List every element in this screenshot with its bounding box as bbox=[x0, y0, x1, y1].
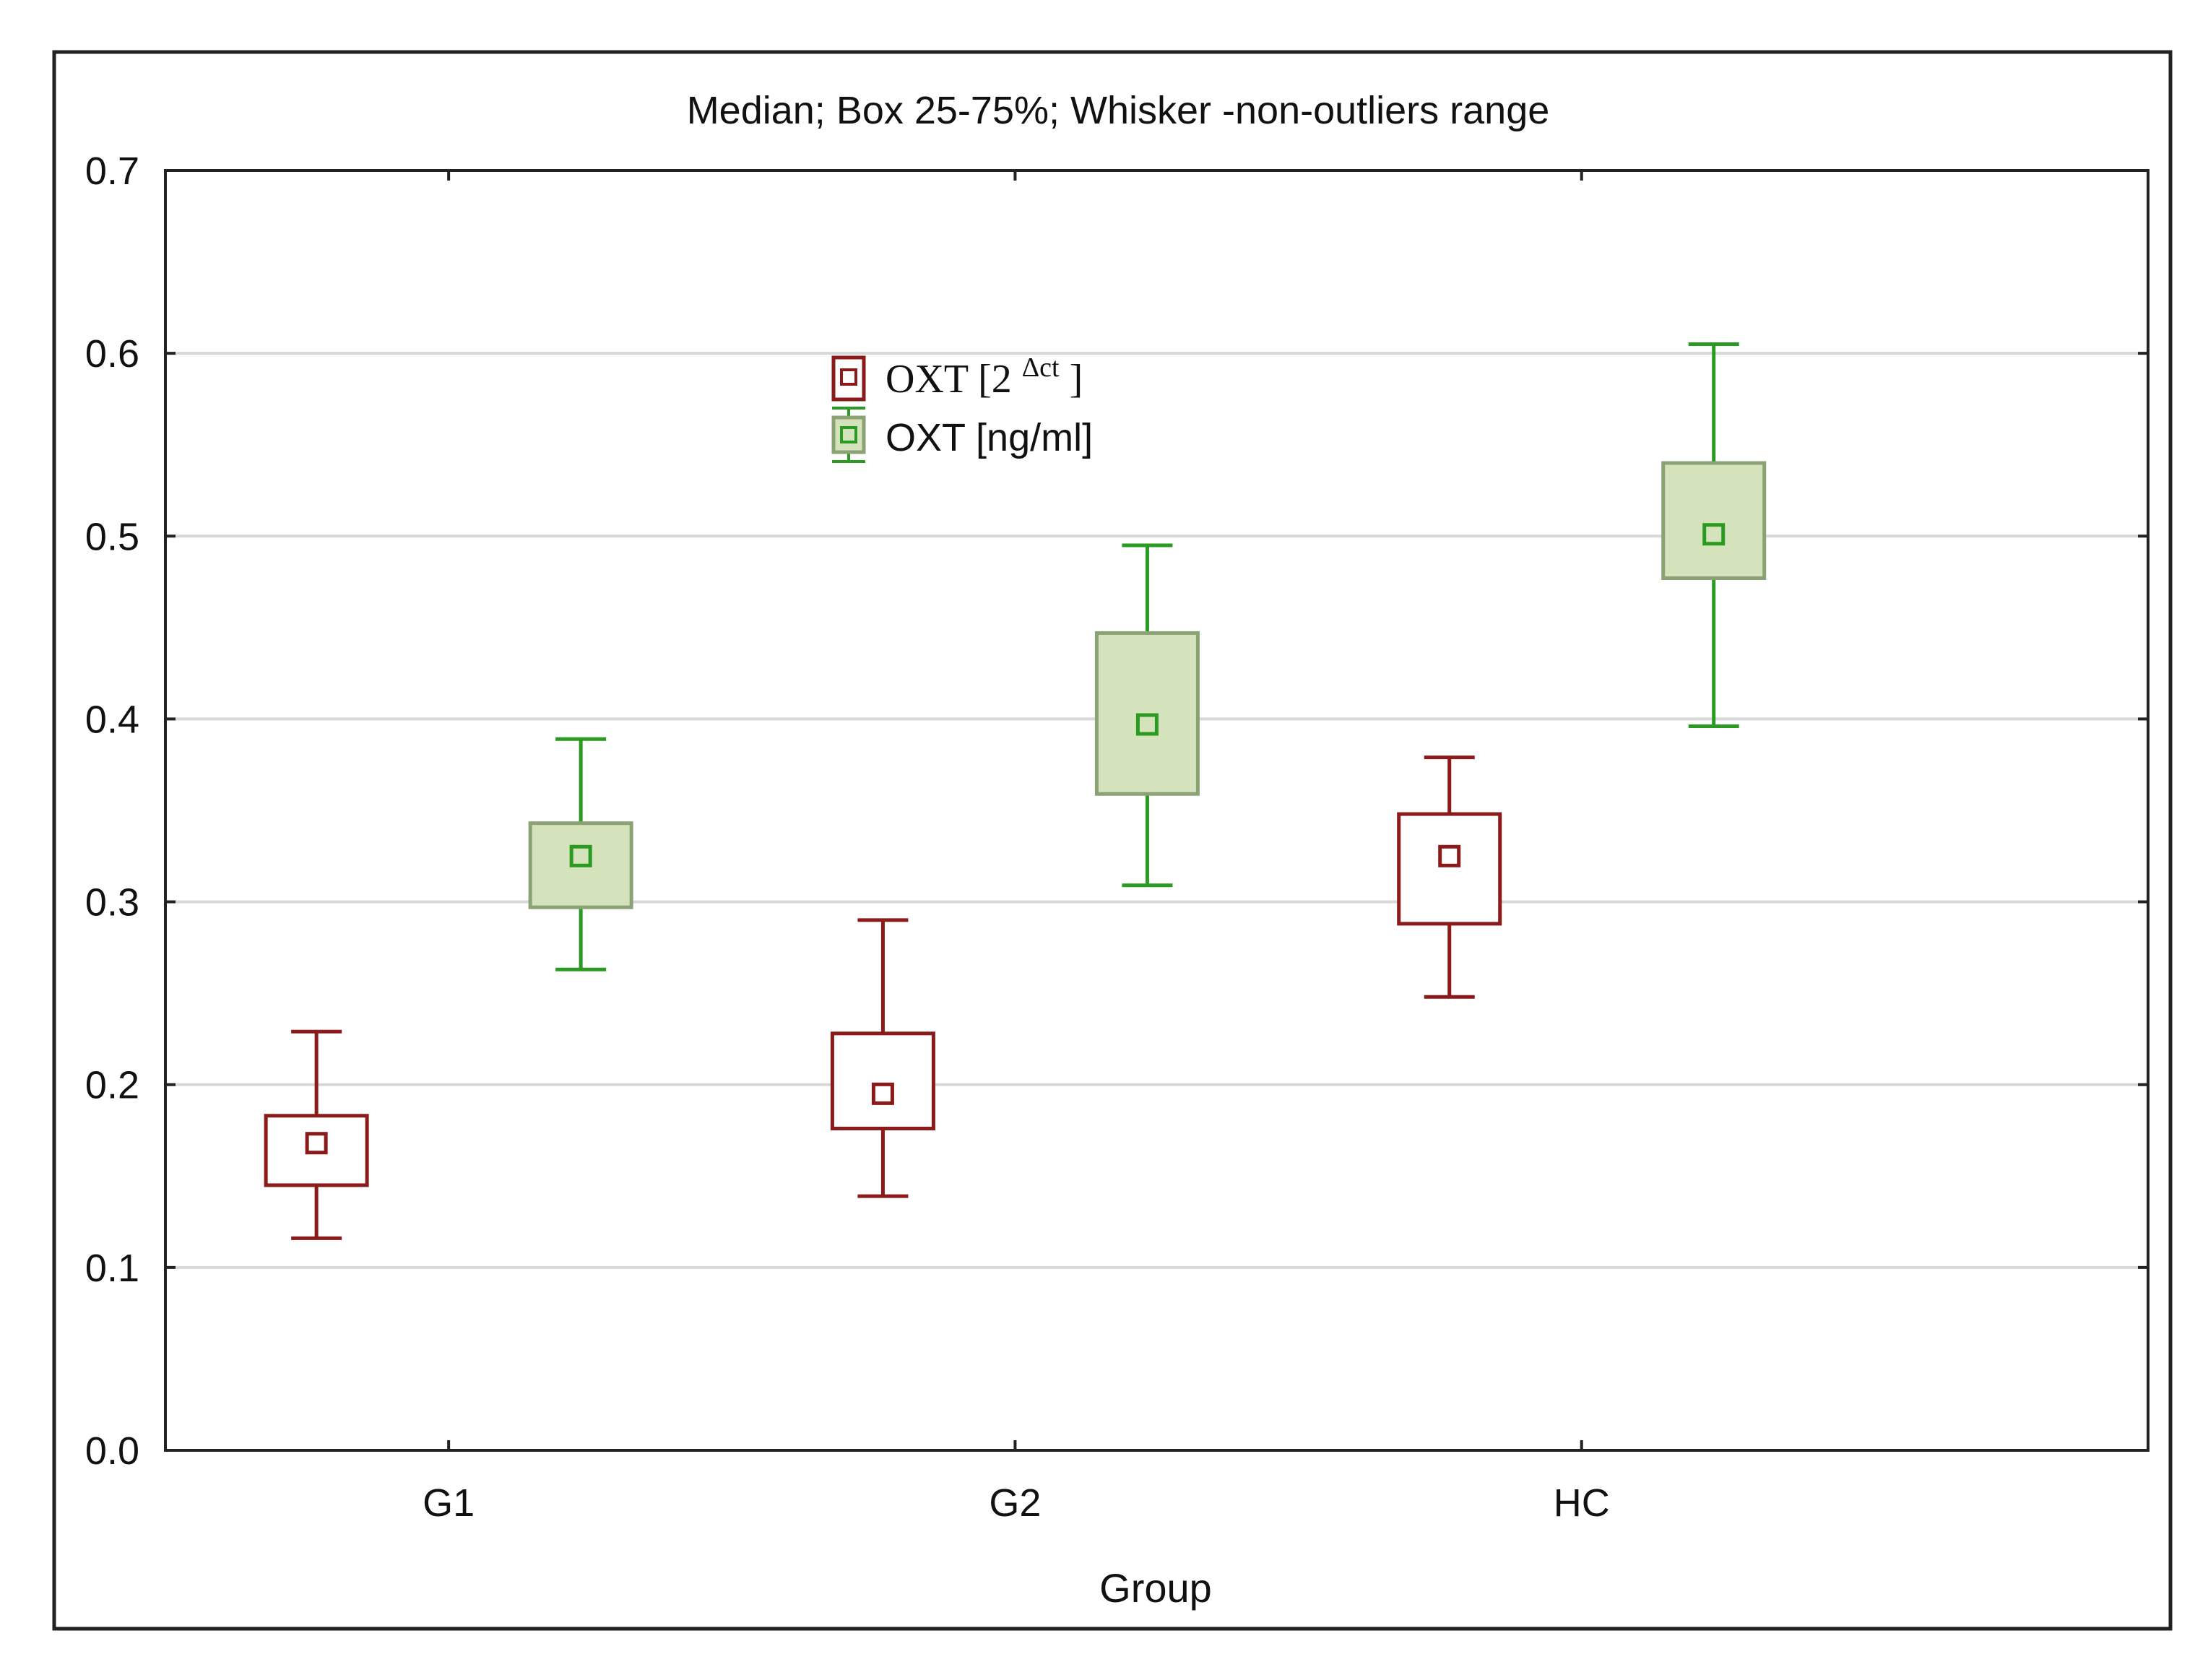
box-1-G2-median-marker bbox=[1135, 713, 1159, 736]
y-tick-label: 0.0 bbox=[85, 1429, 139, 1473]
box-0-G2-median-marker bbox=[871, 1082, 894, 1105]
x-tick-label: G1 bbox=[423, 1481, 475, 1525]
series-1 bbox=[528, 342, 1767, 971]
y-tick-label: 0.1 bbox=[85, 1247, 139, 1290]
axis-ticks: 0.0 0.1 0.2 0.3 0.4 0.5 0.6 0.7 G1 G2 HC bbox=[85, 150, 2148, 1525]
y-tick-label: 0.3 bbox=[85, 881, 139, 925]
legend-label-oxt-2dct-end: ] bbox=[1070, 357, 1083, 402]
box-0-G2-iqr-box bbox=[830, 1031, 935, 1130]
plot-area-border bbox=[164, 169, 2149, 1452]
legend-swatch-oxt-2dct bbox=[831, 355, 866, 402]
box-0-HC-iqr-box bbox=[1397, 812, 1502, 926]
x-tick-label: G2 bbox=[989, 1481, 1041, 1525]
outer-frame bbox=[52, 50, 2173, 1631]
box-1-HC-median-marker bbox=[1702, 523, 1726, 546]
legend-item-oxt-2dct: OXT [2 Δct ] bbox=[831, 341, 1083, 402]
box-1-G1-median-marker bbox=[569, 844, 592, 867]
y-tick-label: 0.7 bbox=[85, 150, 139, 193]
legend-item-oxt-ngml: OXT [ng/ml] bbox=[831, 407, 1093, 463]
y-tick-label: 0.5 bbox=[85, 515, 139, 558]
y-tick-label: 0.4 bbox=[85, 698, 139, 741]
x-axis-title: Group bbox=[1099, 1565, 1212, 1611]
box-series bbox=[264, 342, 1767, 1240]
grid-lines bbox=[165, 352, 2148, 1269]
box-1-HC-iqr-box bbox=[1661, 461, 1767, 581]
chart-title: Median; Box 25-75%; Whisker -non-outlier… bbox=[687, 89, 1550, 132]
legend-marker-oxt-ngml bbox=[840, 426, 857, 443]
y-tick-label: 0.6 bbox=[85, 332, 139, 376]
legend-label-oxt-ngml: OXT [ng/ml] bbox=[886, 416, 1093, 459]
legend-label-oxt-2dct-sup: Δct bbox=[1022, 352, 1060, 383]
box-0-G1-median-marker bbox=[305, 1132, 328, 1155]
legend-marker-oxt-2dct bbox=[840, 368, 857, 386]
legend-label-oxt-2dct: OXT [2 Δct ] bbox=[886, 341, 1083, 402]
box-0-HC-median-marker bbox=[1438, 844, 1461, 867]
legend: OXT [2 Δct ] OXT [ng/ml] bbox=[831, 341, 1093, 463]
series-0 bbox=[264, 755, 1502, 1240]
x-tick-label: HC bbox=[1554, 1481, 1610, 1525]
legend-label-oxt-2dct-base: OXT [2 bbox=[886, 357, 1012, 402]
y-tick-label: 0.2 bbox=[85, 1064, 139, 1107]
